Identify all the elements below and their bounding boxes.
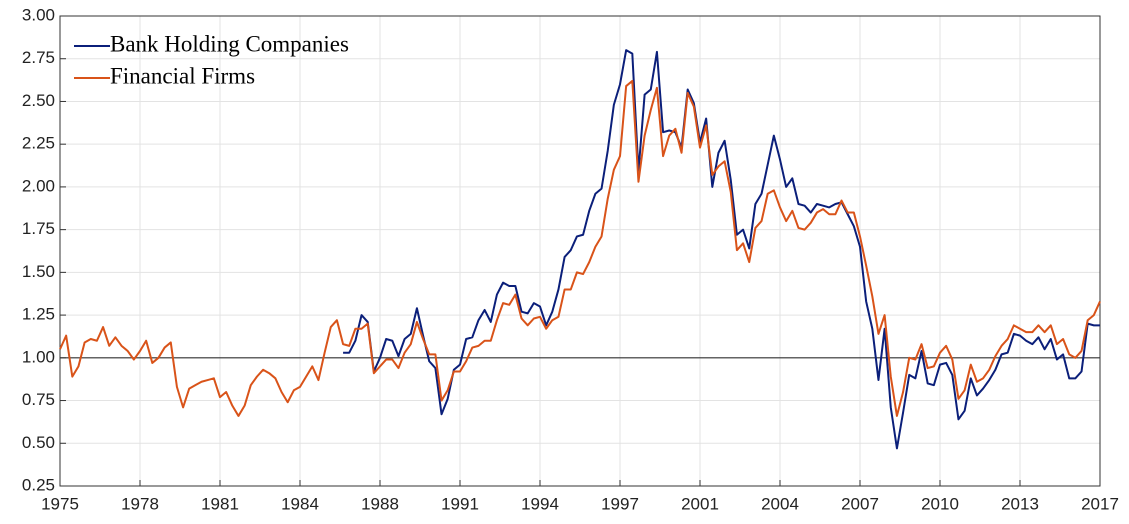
y-tick-label: 0.75 [22, 390, 55, 409]
x-tick-label: 1984 [281, 494, 319, 513]
y-tick-label: 1.75 [22, 219, 55, 238]
legend-label: Financial Firms [110, 63, 255, 88]
y-tick-label: 2.75 [22, 48, 55, 67]
x-tick-label: 2010 [921, 494, 959, 513]
legend-label: Bank Holding Companies [110, 31, 349, 56]
x-tick-label: 1978 [121, 494, 159, 513]
y-tick-label: 0.25 [22, 475, 55, 494]
series-line [59, 79, 1101, 417]
x-tick-label: 1997 [601, 494, 639, 513]
x-tick-label: 2001 [681, 494, 719, 513]
x-tick-label: 2004 [761, 494, 799, 513]
series-line [343, 49, 1100, 450]
x-tick-label: 2007 [841, 494, 879, 513]
y-tick-label: 2.50 [22, 91, 55, 110]
y-tick-label: 1.50 [22, 262, 55, 281]
y-tick-label: 2.25 [22, 134, 55, 153]
x-tick-label: 2017 [1081, 494, 1119, 513]
x-tick-label: 1994 [521, 494, 559, 513]
y-tick-label: 0.50 [22, 433, 55, 452]
y-tick-label: 1.00 [22, 347, 55, 366]
plot-frame [59, 15, 1101, 487]
x-tick-label: 1975 [41, 494, 79, 513]
x-tick-label: 1991 [441, 494, 479, 513]
y-tick-label: 1.25 [22, 305, 55, 324]
x-tick-label: 1981 [201, 494, 239, 513]
x-tick-label: 1988 [361, 494, 399, 513]
x-tick-label: 2013 [1001, 494, 1039, 513]
y-tick-label: 2.00 [22, 176, 55, 195]
y-tick-label: 3.00 [22, 5, 55, 24]
